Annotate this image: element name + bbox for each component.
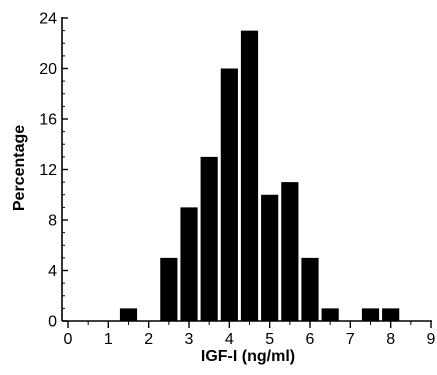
y-axis: 0 4 8 12 16 20 24 <box>39 11 68 331</box>
y-tick-label: 4 <box>48 263 57 280</box>
x-tick-label: 7 <box>346 331 355 348</box>
y-tick-label: 16 <box>39 112 57 129</box>
x-tick-label: 3 <box>185 331 194 348</box>
y-tick-label: 24 <box>39 11 57 28</box>
histogram-bars <box>119 30 400 322</box>
histogram-bar <box>200 156 218 322</box>
histogram-bar <box>382 308 400 322</box>
histogram-bar <box>180 207 198 322</box>
x-axis-title: IGF-I (ng/ml) <box>201 348 295 365</box>
histogram-bar <box>361 308 380 322</box>
x-tick-label: 0 <box>64 331 73 348</box>
x-tick-label: 9 <box>427 331 436 348</box>
histogram-bar <box>261 194 279 321</box>
histogram-bar <box>281 182 299 322</box>
x-axis: 0 1 2 3 4 5 6 7 8 9 <box>62 320 436 348</box>
y-tick-label: 0 <box>48 314 57 331</box>
x-tick-label: 5 <box>265 331 274 348</box>
histogram-bar <box>119 308 138 322</box>
y-tick-label: 20 <box>39 61 57 78</box>
y-tick-label: 8 <box>48 213 57 230</box>
histogram-bar <box>220 68 238 321</box>
x-tick-label: 6 <box>306 331 315 348</box>
x-tick-label: 8 <box>386 331 395 348</box>
histogram-bar <box>301 257 319 322</box>
histogram-bar <box>321 308 339 322</box>
x-tick-label: 1 <box>104 331 113 348</box>
histogram-bar <box>160 257 178 322</box>
y-axis-title: Percentage <box>11 125 28 211</box>
histogram-bar <box>240 30 259 322</box>
x-tick-label: 4 <box>225 331 234 348</box>
y-tick-label: 12 <box>39 162 57 179</box>
x-tick-label: 2 <box>144 331 153 348</box>
